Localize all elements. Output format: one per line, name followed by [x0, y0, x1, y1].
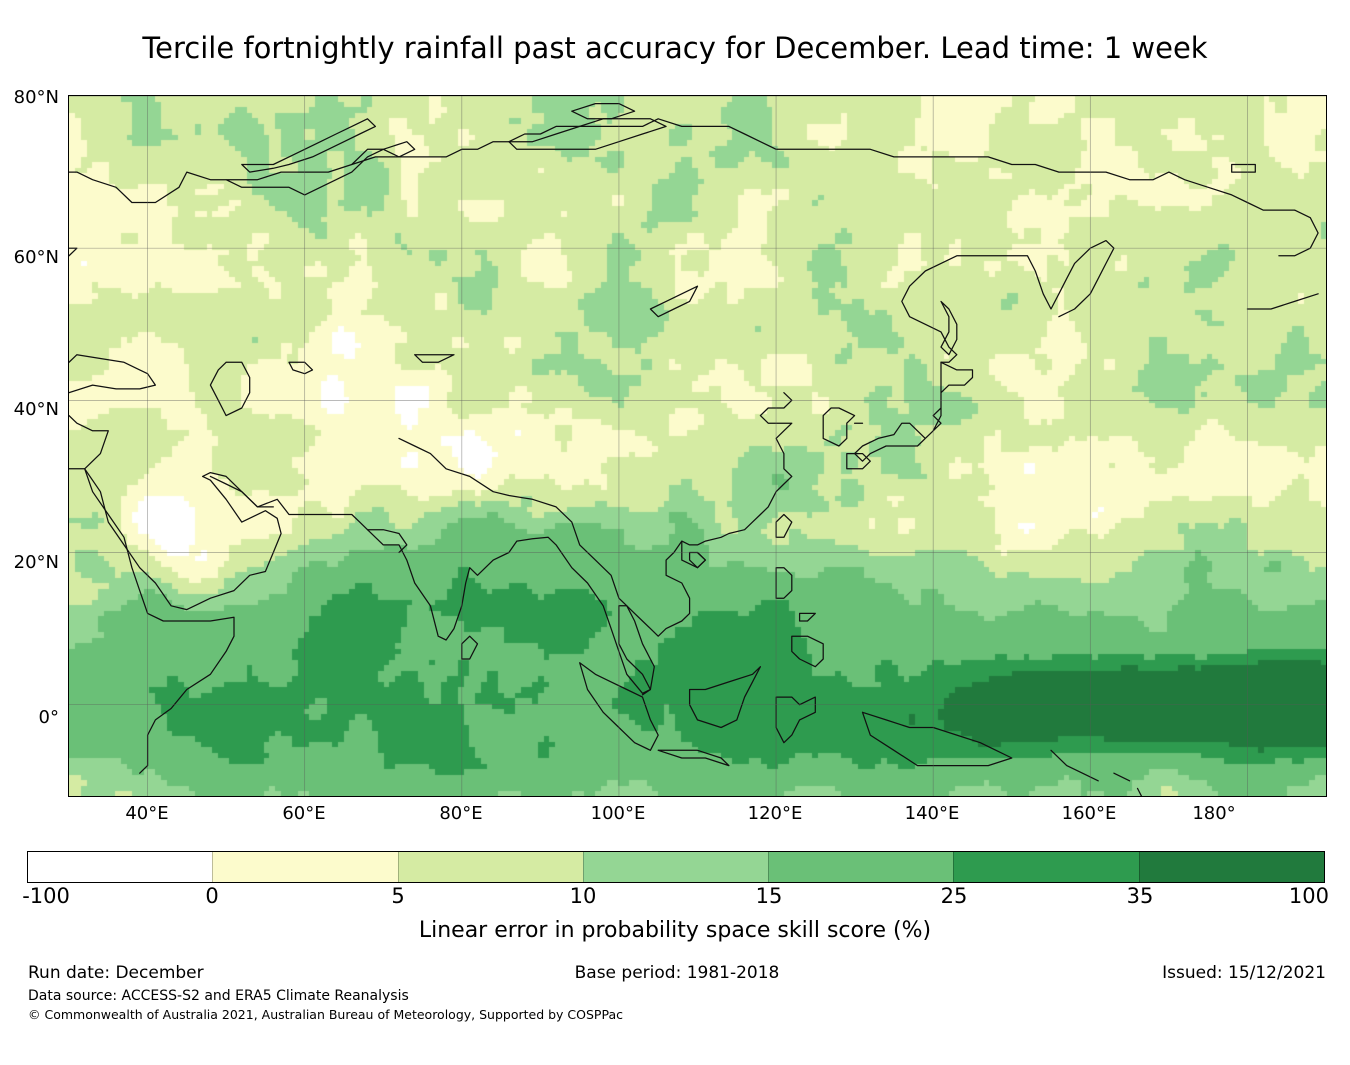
- data-source-text: Data source: ACCESS-S2 and ERA5 Climate …: [28, 988, 409, 1004]
- colorbar: [27, 851, 1325, 883]
- colorbar-tick-label: 0: [205, 884, 219, 908]
- xtick-label: 160°E: [1061, 803, 1117, 824]
- colorbar-tick-label: 10: [569, 884, 597, 908]
- run-date-text: Run date: December: [28, 963, 204, 983]
- colorbar-segment: [768, 852, 954, 882]
- xtick-label: 180°: [1192, 803, 1236, 824]
- page-title: Tercile fortnightly rainfall past accura…: [142, 31, 1208, 65]
- map-plot-area: [68, 95, 1327, 797]
- colorbar-tick-label: 25: [940, 884, 968, 908]
- colorbar-tick-label: 5: [391, 884, 405, 908]
- ytick-label: 60°N: [13, 247, 59, 268]
- colorbar-segment: [1138, 852, 1324, 882]
- xtick-label: 120°E: [747, 803, 803, 824]
- colorbar-strip: [27, 851, 1325, 883]
- xtick-label: 40°E: [125, 803, 169, 824]
- colorbar-axis-label: Linear error in probability space skill …: [418, 918, 932, 943]
- colorbar-segment: [397, 852, 583, 882]
- colorbar-segment: [953, 852, 1139, 882]
- colorbar-segment: [582, 852, 769, 882]
- xtick-label: 140°E: [904, 803, 960, 824]
- xtick-label: 100°E: [590, 803, 646, 824]
- ytick-label: 20°N: [13, 552, 59, 573]
- footer-row: Run date: December Base period: 1981-201…: [28, 963, 1326, 985]
- ytick-label: 40°N: [13, 399, 59, 420]
- xtick-label: 60°E: [282, 803, 326, 824]
- colorbar-tick-label: 15: [755, 884, 783, 908]
- issued-date-text: Issued: 15/12/2021: [1162, 963, 1326, 983]
- colorbar-segment: [212, 852, 398, 882]
- colorbar-segment: [28, 852, 213, 882]
- copyright-text: © Commonwealth of Australia 2021, Austra…: [28, 1007, 623, 1022]
- colorbar-tick-label: -100: [22, 884, 70, 908]
- rainfall-skill-heatmap: [69, 96, 1326, 796]
- base-period-text: Base period: 1981-2018: [574, 963, 780, 983]
- colorbar-tick-label: 35: [1126, 884, 1154, 908]
- xtick-label: 80°E: [439, 803, 483, 824]
- colorbar-tick-label: 100: [1288, 884, 1330, 908]
- ytick-label: 0°: [38, 707, 59, 728]
- ytick-label: 80°N: [13, 87, 59, 108]
